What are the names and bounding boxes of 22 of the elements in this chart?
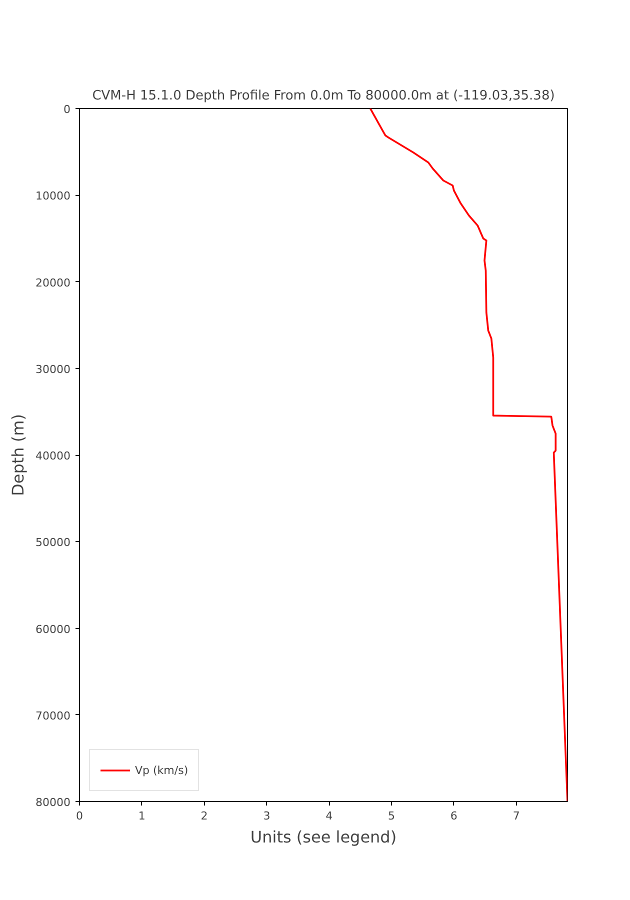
y-tick-label: 70000 [36, 709, 71, 722]
x-tick-label: 2 [200, 810, 208, 822]
chart-title: CVM-H 15.1.0 Depth Profile From 0.0m To 80000.0m at (-119.03,35.38) [92, 88, 555, 104]
y-axis-title: Depth (m) [8, 414, 28, 496]
x-tick-label: 4 [326, 810, 333, 822]
x-tick-label: 7 [512, 810, 520, 822]
x-tick-label: 3 [263, 810, 270, 822]
x-axis-title: Units (see legend) [250, 828, 397, 846]
y-tick-label: 0 [64, 103, 70, 116]
x-tick-label: 1 [138, 810, 146, 822]
y-tick-label: 20000 [36, 276, 71, 290]
y-tick-label: 30000 [36, 362, 71, 376]
x-tick-label: 5 [388, 810, 396, 822]
legend-label: Vp (km/s) [135, 764, 188, 776]
y-tick-label: 40000 [36, 450, 71, 462]
y-tick-label: 50000 [36, 536, 71, 550]
y-tick-label: 80000 [36, 796, 71, 809]
x-tick-label: 6 [450, 810, 458, 822]
line-series [369, 108, 568, 802]
y-tick-label: 10000 [36, 190, 71, 203]
y-tick-label: 60000 [36, 622, 71, 636]
x-tick-label: 0 [76, 810, 83, 822]
